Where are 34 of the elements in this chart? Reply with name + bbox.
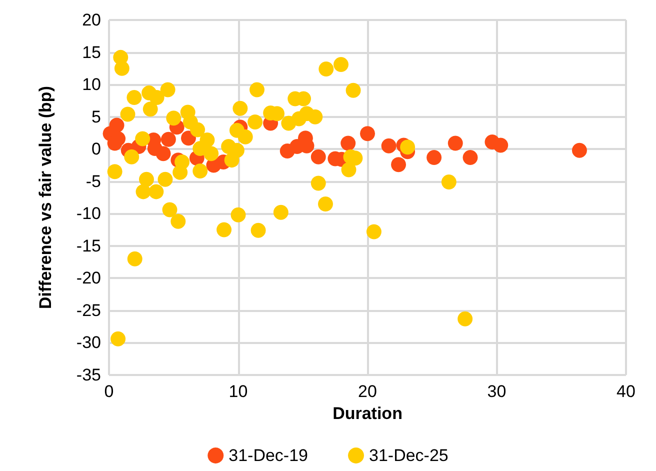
- x-axis-title: Duration: [332, 404, 402, 423]
- x-tick-label: 40: [616, 382, 636, 401]
- point: [181, 130, 196, 146]
- y-tick-label: 20: [82, 10, 101, 30]
- y-tick-label: -15: [76, 236, 101, 256]
- point: [156, 146, 171, 162]
- y-tick-label: 5: [92, 107, 101, 126]
- y-tick-label: 10: [82, 75, 101, 94]
- y-tick-label: -35: [76, 366, 101, 384]
- point: [360, 126, 375, 142]
- legend-label: 31-Dec-25: [369, 446, 448, 465]
- point: [448, 136, 463, 151]
- x-tick-label: 0: [104, 382, 114, 401]
- x-tick-label: 30: [487, 382, 506, 401]
- y-axis-title: Difference vs fair value (bp): [36, 86, 55, 309]
- point: [310, 149, 326, 164]
- y-tick-label: -10: [76, 204, 101, 224]
- point: [426, 150, 442, 165]
- y-tick-label: -30: [76, 333, 101, 352]
- point: [493, 138, 508, 153]
- x-tick-label: 20: [358, 382, 377, 401]
- y-tick-label: 0: [92, 140, 101, 159]
- point: [340, 136, 356, 151]
- point: [391, 157, 406, 172]
- legend-label: 31-Dec-19: [228, 446, 308, 465]
- x-tick-label: 10: [228, 382, 248, 401]
- y-tick-label: -20: [76, 268, 101, 288]
- point: [572, 142, 587, 158]
- point: [381, 138, 396, 154]
- y-tick-label: -25: [76, 300, 101, 320]
- point: [160, 132, 176, 147]
- y-tick-label: -5: [86, 172, 101, 191]
- y-tick-label: 15: [82, 42, 101, 62]
- point: [462, 150, 478, 165]
